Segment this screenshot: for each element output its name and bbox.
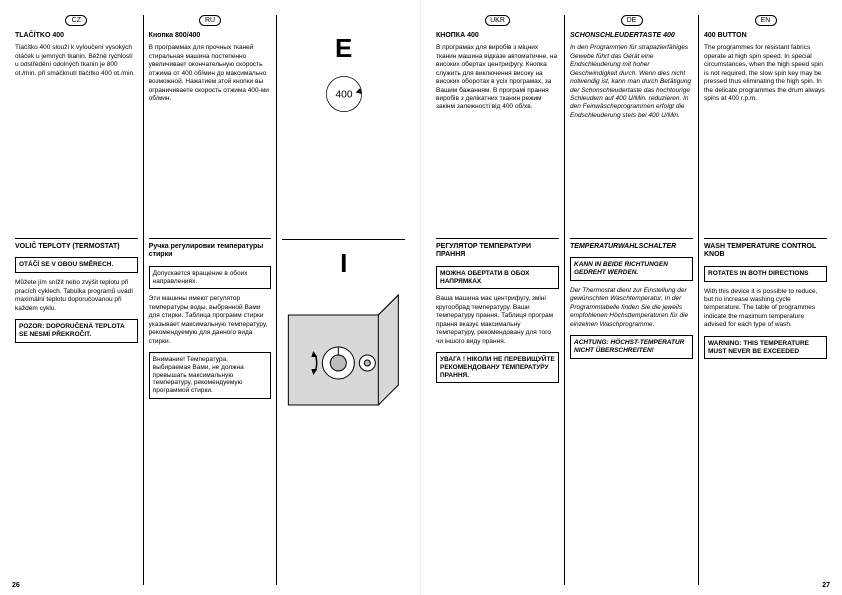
heading: Ручка регулировки температуры стирки: [149, 243, 272, 260]
heading: 400 BUTTON: [704, 32, 827, 40]
page-left: CZ TLAČÍTKO 400 Tlačítko 400 slouží k vy…: [0, 0, 421, 595]
box-both-directions: МОЖНА ОБЕРТАТИ В ОБОХ НАПРЯМКАХ: [436, 266, 559, 290]
letter-e: E: [282, 33, 405, 64]
box-both-directions: KANN IN BEIDE RICHTUNGEN GEDREHT WERDEN.: [570, 257, 693, 281]
body-text: Эти машины имеют регулятор температуры в…: [149, 295, 272, 346]
col-illustration: E 400 I: [276, 15, 410, 585]
box-warning: Внимание! Температура, выбираемая Вами, …: [149, 352, 272, 399]
page-right: UKR КНОПКА 400 В програмах для виробів з…: [421, 0, 842, 595]
section-de-400: SCHONSCHLEUDERTASTE 400 In den Programme…: [570, 32, 693, 232]
heading: TLAČÍTKO 400: [15, 32, 138, 40]
section-illus-i: I: [282, 239, 405, 514]
lang-badge-cz: CZ: [65, 15, 87, 26]
heading: Кнопка 800/400: [149, 32, 272, 40]
col-ukr: UKR КНОПКА 400 В програмах для виробів з…: [431, 15, 564, 585]
box-both-directions: OTÁČÍ SE V OBOU SMĚRECH.: [15, 257, 138, 273]
body-text: Můžete jím snížit nebo zvýšit teplotu př…: [15, 279, 138, 313]
section-ukr-400: КНОПКА 400 В програмах для виробів з міц…: [436, 32, 559, 232]
heading: TEMPERATURWAHLSCHALTER: [570, 243, 693, 251]
box-both-directions: ROTATES IN BOTH DIRECTIONS: [704, 266, 827, 282]
spin-value: 400: [335, 90, 352, 101]
page-spread: CZ TLAČÍTKO 400 Tlačítko 400 slouží k vy…: [0, 0, 842, 595]
box-both-directions: Допускается вращение в обоих направления…: [149, 266, 272, 290]
box-warning: WARNING: THIS TEMPERATURE MUST NEVER BE …: [704, 336, 827, 360]
section-en-400: 400 BUTTON The programmes for resistant …: [704, 32, 827, 232]
section-en-thermostat: WASH TEMPERATURE CONTROL KNOB ROTATES IN…: [704, 238, 827, 513]
body-text: The programmes for resistant fabrics ope…: [704, 44, 827, 103]
heading: КНОПКА 400: [436, 32, 559, 40]
page-number-right: 27: [822, 582, 830, 589]
box-warning: УВАГА ! НІКОЛИ НЕ ПЕРЕВИЩУЙТЕ РЕКОМЕНДОВ…: [436, 352, 559, 383]
section-cz-400: TLAČÍTKO 400 Tlačítko 400 slouží k vylou…: [15, 32, 138, 232]
body-text: Der Thermostat dient zur Einstellung der…: [570, 287, 693, 329]
col-en: EN 400 BUTTON The programmes for resista…: [698, 15, 832, 585]
body-text: Ваша машина має центрифугу, зміні кругоо…: [436, 295, 559, 346]
section-ru-400: Кнопка 800/400 В программах для прочных …: [149, 32, 272, 232]
box-warning: POZOR: DOPORUČENÁ TEPLOTA SE NESMÍ PŘEKR…: [15, 319, 138, 343]
lang-badge-ru: RU: [199, 15, 221, 26]
box-warning: ACHTUNG: HÖCHST-TEMPERATUR NICHT ÜBERSCH…: [570, 335, 693, 359]
section-ukr-thermostat: РЕГУЛЯТОР ТЕМПЕРАТУРИ ПРАННЯ МОЖНА ОБЕРТ…: [436, 238, 559, 513]
spin-400-icon: 400: [322, 72, 366, 116]
section-ru-thermostat: Ручка регулировки температуры стирки Доп…: [149, 238, 272, 513]
heading: SCHONSCHLEUDERTASTE 400: [570, 32, 693, 40]
section-cz-thermostat: VOLIČ TEPLOTY (TERMOSTAT) OTÁČÍ SE V OBO…: [15, 238, 138, 513]
col-ru: RU Кнопка 800/400 В программах для прочн…: [143, 15, 277, 585]
heading: РЕГУЛЯТОР ТЕМПЕРАТУРИ ПРАННЯ: [436, 243, 559, 260]
col-de: DE SCHONSCHLEUDERTASTE 400 In den Progra…: [564, 15, 698, 585]
lang-badge-ukr: UKR: [485, 15, 510, 26]
heading: WASH TEMPERATURE CONTROL KNOB: [704, 243, 827, 260]
section-illus-e: E 400: [282, 33, 405, 233]
heading: VOLIČ TEPLOTY (TERMOSTAT): [15, 243, 138, 251]
thermostat-panel-icon: [282, 285, 405, 425]
lang-badge-en: EN: [755, 15, 777, 26]
letter-i: I: [282, 248, 405, 279]
body-text: In den Programmen für strapazierfähiges …: [570, 44, 693, 120]
section-de-thermostat: TEMPERATURWAHLSCHALTER KANN IN BEIDE RIC…: [570, 238, 693, 513]
body-text: В программах для прочных тканей стиральн…: [149, 44, 272, 103]
lang-badge-de: DE: [621, 15, 643, 26]
body-text: В програмах для виробів з міцних тканин …: [436, 44, 559, 112]
col-cz: CZ TLAČÍTKO 400 Tlačítko 400 slouží k vy…: [10, 15, 143, 585]
body-text: Tlačítko 400 slouží k vyloučení vysokých…: [15, 44, 138, 78]
body-text: With this device it is possible to reduc…: [704, 288, 827, 330]
page-number-left: 26: [12, 582, 20, 589]
